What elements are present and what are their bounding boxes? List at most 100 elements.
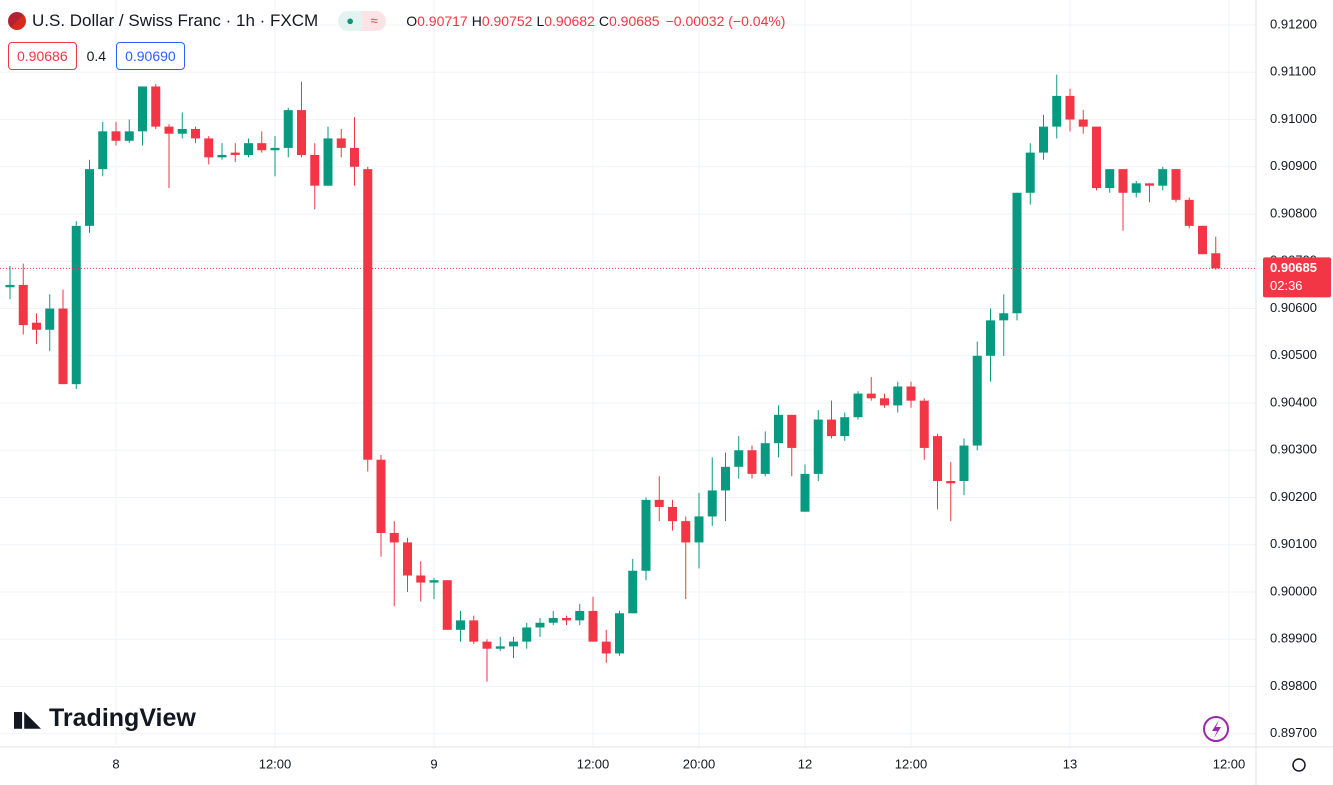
- x-tick-label: 12:00: [1213, 756, 1246, 771]
- candle-body: [98, 131, 108, 170]
- y-tick-label: 0.90000: [1270, 583, 1317, 598]
- candle-body: [204, 138, 214, 158]
- candle-body: [363, 169, 373, 460]
- candle-body: [1171, 169, 1181, 200]
- candle-body: [575, 610, 585, 621]
- candle-body: [654, 499, 664, 507]
- candle-body: [403, 542, 412, 576]
- candle-body: [1211, 253, 1221, 269]
- ask[interactable]: 0.90690: [116, 42, 185, 70]
- candle-body: [760, 443, 770, 474]
- y-tick-label: 0.90100: [1270, 536, 1317, 551]
- candle-body: [1065, 95, 1075, 120]
- candle-body: [906, 386, 916, 401]
- candle-body: [124, 131, 134, 141]
- y-tick-label: 0.89800: [1270, 678, 1317, 693]
- candle-body: [1158, 169, 1168, 186]
- ohlc-value: 0.90682: [544, 13, 595, 29]
- candle-body: [522, 627, 532, 642]
- candle-body: [1131, 183, 1141, 193]
- candle-body: [389, 532, 399, 543]
- watermark: ▮◣ TradingView: [12, 704, 196, 732]
- x-tick-label: 20:00: [683, 756, 716, 771]
- candle-body: [138, 86, 147, 132]
- candle-body: [972, 355, 982, 446]
- bid[interactable]: 0.90686: [8, 42, 77, 70]
- status: ● ≈: [338, 11, 387, 31]
- y-tick-label: 0.89900: [1270, 631, 1317, 646]
- candle-body: [1092, 126, 1101, 189]
- candle-body: [1198, 225, 1207, 255]
- candle-body: [959, 445, 969, 481]
- candle-body: [601, 641, 611, 654]
- candle-body: [416, 575, 426, 583]
- candle-body: [429, 580, 439, 583]
- ohlc-value: 0.90752: [481, 13, 533, 29]
- ohlc-label: L: [536, 13, 545, 29]
- candle-body: [71, 225, 81, 385]
- candle-body: [164, 126, 174, 134]
- candle-body: [1078, 119, 1088, 127]
- candle-body: [999, 313, 1009, 321]
- candle-body: [85, 169, 94, 226]
- x-tick-label: 12:00: [259, 756, 292, 771]
- candle-body: [562, 618, 571, 621]
- candle-body: [456, 620, 465, 630]
- candle-body: [58, 308, 68, 385]
- x-tick-label: 12: [798, 756, 812, 771]
- candle-body: [880, 398, 889, 406]
- candle-body: [442, 580, 452, 630]
- settings-icon[interactable]: [1292, 758, 1306, 772]
- ohlc-label: O: [406, 13, 418, 29]
- candle-body: [18, 284, 28, 326]
- candle-body: [853, 393, 863, 418]
- x-tick-label: 12:00: [895, 756, 928, 771]
- y-tick-label: 0.89700: [1270, 725, 1317, 740]
- candle-body: [469, 620, 479, 642]
- candle-body: [509, 641, 518, 647]
- candle-body: [535, 622, 545, 628]
- y-tick-label: 0.90600: [1270, 300, 1317, 315]
- candle-body: [177, 128, 187, 134]
- candle-body: [893, 386, 903, 406]
- candle-body: [615, 613, 624, 654]
- symbol-title[interactable]: U.S. Dollar / Swiss Franc · 1h · FXCM: [32, 11, 319, 30]
- candle-body: [933, 436, 942, 481]
- candle-body: [707, 490, 717, 517]
- x-tick-label: 8: [112, 756, 119, 771]
- spread: 0.4: [86, 48, 107, 64]
- candle-body: [946, 480, 956, 484]
- candle-body: [919, 400, 929, 448]
- candle-body: [1039, 126, 1048, 153]
- candle-body: [1052, 95, 1062, 127]
- candle-body: [747, 450, 757, 474]
- candle-body: [986, 320, 995, 356]
- candle-body: [668, 506, 677, 522]
- candle-body: [628, 570, 638, 614]
- y-tick-label: 0.91200: [1270, 16, 1317, 31]
- candle-body: [336, 138, 346, 148]
- y-tick-label: 0.90400: [1270, 394, 1317, 409]
- replay-icon[interactable]: [1203, 716, 1229, 742]
- candle-body: [1012, 192, 1022, 314]
- candle-body: [787, 414, 797, 448]
- candle-body: [813, 419, 823, 474]
- countdown: 02:36: [1270, 278, 1303, 293]
- y-tick-label: 0.90800: [1270, 205, 1317, 220]
- y-tick-label: 0.91000: [1270, 111, 1317, 126]
- y-tick-label: 0.90900: [1270, 158, 1317, 173]
- x-tick-label: 12:00: [577, 756, 610, 771]
- candle-body: [548, 618, 558, 623]
- candle-body: [111, 131, 121, 141]
- trade-row: 0.90686 0.4 0.90690: [8, 42, 185, 70]
- candle-body: [217, 154, 227, 158]
- candle-body: [1105, 169, 1115, 189]
- candle-body: [376, 459, 386, 533]
- ohlc-value: 0.90717: [417, 13, 468, 29]
- header: U.S. Dollar / Swiss Franc · 1h · FXCM ● ≈…: [8, 11, 785, 31]
- change: −0.00032 (−0.04%): [665, 13, 786, 29]
- candle-body: [1025, 152, 1035, 193]
- candle-body: [840, 417, 850, 437]
